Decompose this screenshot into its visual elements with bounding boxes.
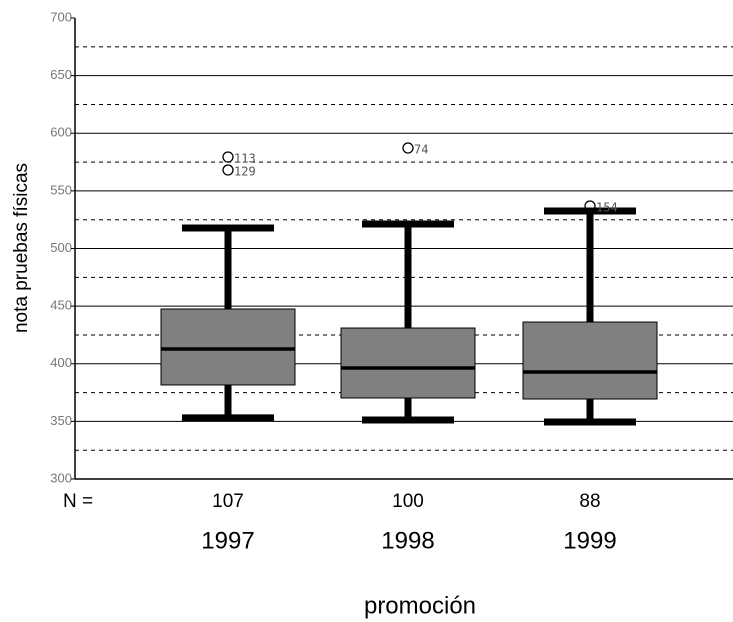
- box: [522, 321, 658, 400]
- y-tick-label: 400: [50, 355, 72, 370]
- box: [160, 308, 296, 386]
- outlier: [584, 200, 596, 212]
- outlier: [222, 151, 234, 163]
- x-tick-label: 1997: [201, 527, 254, 554]
- y-tick-label: 500: [50, 240, 72, 255]
- outlier: [402, 142, 414, 154]
- box: [340, 327, 476, 399]
- x-tick-label: 1998: [381, 527, 434, 554]
- y-tick-label: 300: [50, 470, 72, 485]
- outlier: [222, 164, 234, 176]
- y-tick-label: 350: [50, 413, 72, 428]
- x-axis-label: promoción: [364, 592, 476, 619]
- y-tick-label: 650: [50, 67, 72, 82]
- y-tick-label: 450: [50, 298, 72, 313]
- outlier-label: 129: [234, 165, 256, 179]
- outlier-label: 154: [596, 200, 618, 214]
- y-tick-label: 600: [50, 125, 72, 140]
- y-axis-label: nota pruebas físicas: [11, 163, 32, 333]
- count-value: 107: [212, 491, 244, 512]
- x-tick-label: 1999: [563, 527, 616, 554]
- outlier-label: 113: [234, 151, 256, 165]
- count-value: 100: [392, 491, 424, 512]
- y-tick-label: 550: [50, 182, 72, 197]
- outlier-label: 74: [414, 143, 428, 157]
- y-tick-label: 700: [50, 9, 72, 24]
- count-value: 88: [579, 491, 600, 512]
- count-label: N =: [63, 491, 93, 512]
